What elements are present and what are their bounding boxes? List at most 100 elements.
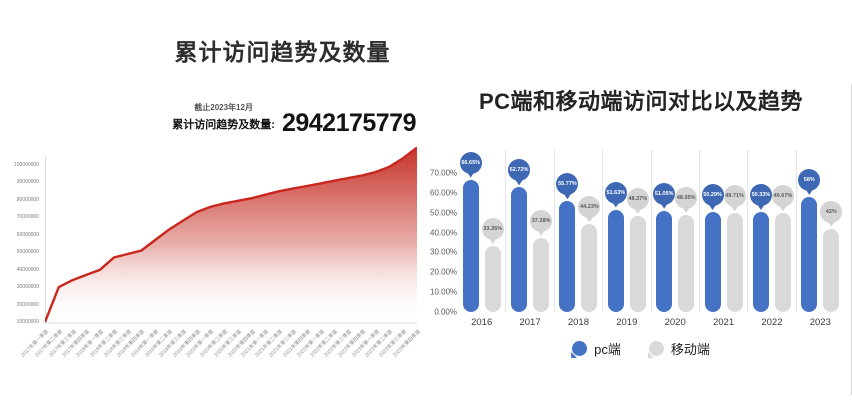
value-balloon-移动端-2019: 48.37% <box>626 187 649 214</box>
area-y-tick: 20000000 <box>16 301 39 308</box>
balloon-value-label: 58% <box>803 176 815 183</box>
balloon-tail <box>827 220 836 227</box>
cumulative-stat: 截止2023年12月 累计访问趋势及数量: 2942175779 <box>172 102 416 136</box>
value-balloon-移动端-2020: 48.95% <box>675 186 698 213</box>
balloon-value-label: 51.63% <box>606 189 626 196</box>
bar-group-2020: 51.05% 48.95% 2020 <box>652 150 700 328</box>
bar-pc端-2023[interactable] <box>801 196 818 312</box>
area-x-axis-labels: 2017年第一季度 2017年第二季度 2017年第三季度 2017年第四季度 2018… <box>20 328 422 376</box>
bar-y-tick: 60.00% <box>430 188 458 198</box>
left-chart-title: 累计访问趋势及数量 <box>174 39 391 65</box>
balloon-value-label: 48.95% <box>676 194 696 201</box>
value-balloon-pc端-2020: 51.05% <box>653 182 676 209</box>
stat-asof-date: 截止2023年12月 <box>194 103 253 112</box>
balloon-value-label: 33.35% <box>483 225 503 232</box>
value-balloon-pc端-2023: 58% <box>798 168 821 195</box>
legend-item-移动端[interactable]: 移动端 <box>647 339 710 358</box>
bar-移动端-2020[interactable] <box>678 214 695 312</box>
bar-移动端-2018[interactable] <box>581 224 598 312</box>
bar-pc端-2016[interactable] <box>462 179 479 312</box>
area-chart <box>43 138 418 325</box>
area-y-tick: 50000000 <box>16 249 39 256</box>
bar-移动端-2022[interactable] <box>774 213 791 312</box>
bar-移动端-2023[interactable] <box>823 228 840 312</box>
bar-y-tick: 0.00% <box>434 307 457 317</box>
balloon-tail <box>756 204 765 210</box>
bar-pc端-2020[interactable] <box>656 210 673 312</box>
area-y-tick: 40000000 <box>16 266 39 273</box>
bar-group-2023: 58% 42% 2023 <box>797 150 844 328</box>
bar-group-2018: 55.77% 44.23% 2018 <box>555 150 604 328</box>
legend-label: pc端 <box>594 342 621 357</box>
legend-balloon-icon <box>571 341 588 358</box>
bar-x-tick-year: 2023 <box>809 317 831 328</box>
bar-x-tick-year: 2022 <box>761 317 783 328</box>
balloon-value-label: 49.67% <box>773 193 793 200</box>
value-balloon-pc端-2022: 50.33% <box>749 184 772 210</box>
bar-移动端-2016[interactable] <box>484 245 501 312</box>
bar-pc端-2018[interactable] <box>559 201 576 312</box>
value-balloon-移动端-2017: 37.28% <box>530 210 553 236</box>
value-balloon-移动端-2016: 33.35% <box>481 217 504 244</box>
bar-group-2022: 50.33% 49.67% 2022 <box>748 150 797 328</box>
bar-pc端-2017[interactable] <box>511 187 528 312</box>
bar-x-tick-year: 2019 <box>616 317 638 328</box>
bar-group-2019: 51.63% 48.37% 2019 <box>603 150 652 328</box>
stat-total-value: 2942175779 <box>281 109 417 137</box>
bar-pc端-2021[interactable] <box>704 212 721 312</box>
legend-balloon-icon <box>647 341 664 358</box>
cumulative-visits-panel: 累计访问趋势及数量 截止2023年12月 累计访问趋势及数量: 29421757… <box>0 39 422 376</box>
balloon-tail <box>778 205 787 212</box>
pc-mobile-comparison-panel: PC端和移动端访问对比以及趋势 0.00% 10.00% 20.00% 30.00% 4… <box>430 0 852 411</box>
area-line <box>43 146 418 323</box>
bar-y-tick: 10.00% <box>430 287 458 297</box>
balloon-tail <box>466 171 475 178</box>
right-chart-title: PC端和移动端访问对比以及趋势 <box>478 89 804 114</box>
balloon-tail <box>515 179 524 186</box>
bar-chart: 66.65% 33.35% 2016 62.72% 37.28% 2017 55.77% 44… <box>458 150 844 328</box>
value-balloon-移动端-2018: 44.23% <box>578 196 601 223</box>
balloon-value-label: 50.33% <box>751 192 771 198</box>
value-balloon-移动端-2022: 49.67% <box>771 185 794 212</box>
area-y-tick: 30000000 <box>16 284 39 291</box>
balloon-tail <box>488 237 497 244</box>
legend-item-pc端[interactable]: pc端 <box>571 339 621 358</box>
balloon-value-label: 50.29% <box>703 192 722 199</box>
bar-移动端-2021[interactable] <box>726 213 743 312</box>
value-balloon-移动端-2023: 42% <box>820 200 843 227</box>
balloon-value-label: 55.77% <box>558 181 577 188</box>
balloon-tail <box>708 204 717 211</box>
value-balloon-pc端-2021: 50.29% <box>701 184 724 211</box>
chart-legend: pc端 移动端 <box>430 339 852 358</box>
bar-移动端-2017[interactable] <box>533 238 550 312</box>
bar-y-tick: 50.00% <box>430 208 458 218</box>
bar-group-2017: 62.72% 37.28% 2017 <box>506 150 555 328</box>
balloon-value-label: 66.65% <box>461 159 481 166</box>
area-y-axis-labels: 10000000 20000000 30000000 40000000 50000000… <box>0 138 42 325</box>
area-y-tick: 80000000 <box>16 196 39 203</box>
area-y-tick: 10000000 <box>16 319 39 325</box>
bar-y-tick: 30.00% <box>430 247 458 257</box>
balloon-tail <box>805 188 814 195</box>
balloon-value-label: 49.71% <box>725 193 744 200</box>
balloon-tail <box>611 201 620 208</box>
value-balloon-移动端-2021: 49.71% <box>723 185 746 212</box>
stat-label: 累计访问趋势及数量: <box>172 119 275 131</box>
bar-移动端-2019[interactable] <box>629 215 646 312</box>
bar-y-tick: 20.00% <box>430 267 458 277</box>
balloon-tail <box>682 206 691 213</box>
area-fill <box>45 147 417 323</box>
value-balloon-pc端-2018: 55.77% <box>556 173 579 200</box>
bar-x-tick-year: 2021 <box>712 317 735 328</box>
bar-group-2021: 50.29% 49.71% 2021 <box>700 150 749 328</box>
legend-label: 移动端 <box>670 342 710 357</box>
bar-pc端-2019[interactable] <box>607 209 624 312</box>
area-y-tick: 100000000 <box>13 162 39 169</box>
balloon-value-label: 37.28% <box>531 218 551 224</box>
area-y-tick: 90000000 <box>16 179 39 186</box>
value-balloon-pc端-2016: 66.65% <box>459 151 482 178</box>
bar-x-tick-year: 2020 <box>664 317 686 328</box>
bar-pc端-2022[interactable] <box>752 212 769 312</box>
balloon-value-label: 44.23% <box>580 204 599 211</box>
stat-meta: 截止2023年12月 累计访问趋势及数量: <box>172 102 275 136</box>
